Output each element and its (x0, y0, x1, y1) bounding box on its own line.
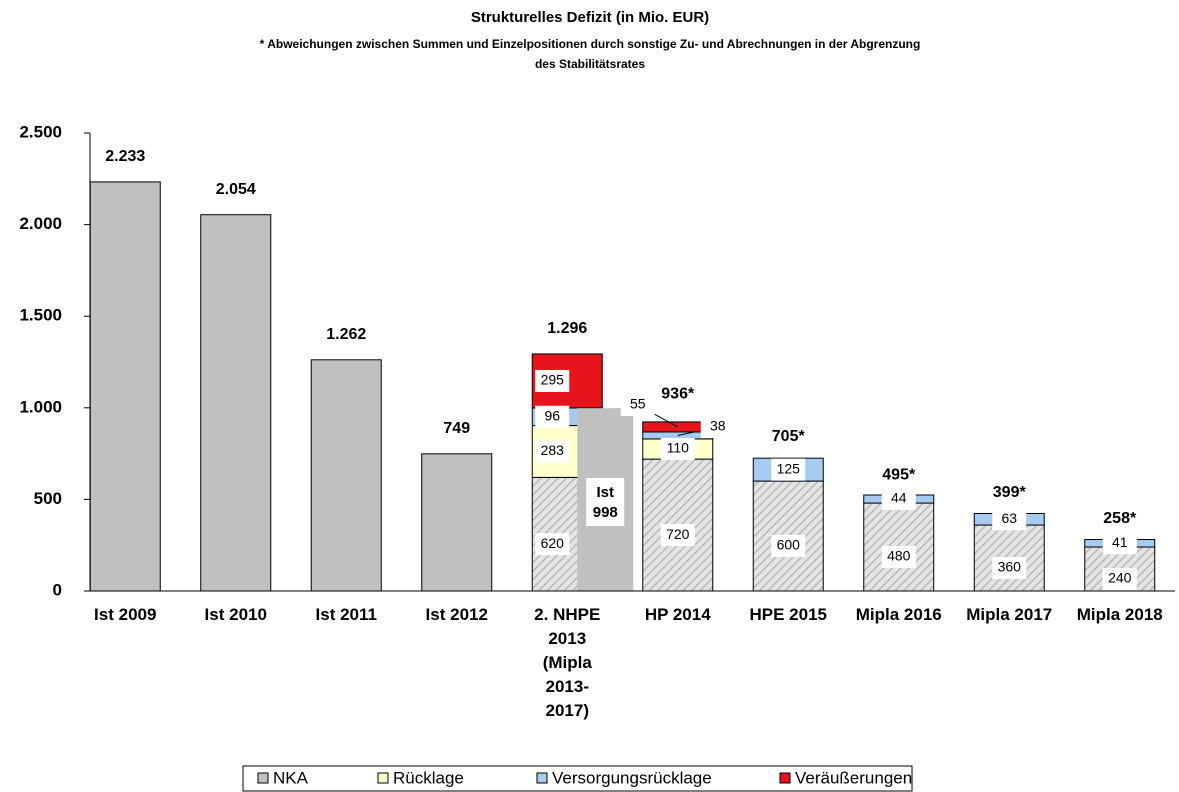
total-label: 705* (772, 428, 806, 445)
chart-subtitle: des Stabilitätsrates (535, 57, 645, 71)
label-box (881, 488, 916, 511)
data-label: 240 (1108, 570, 1132, 586)
legend-swatch (536, 772, 548, 784)
y-tick-label: 0 (53, 580, 62, 599)
bar-segment (89, 181, 161, 592)
total-label: 749 (443, 420, 470, 437)
legend-label: Versorgungsrücklage (552, 768, 712, 787)
legend-label: NKA (273, 768, 309, 787)
data-label: 720 (666, 526, 690, 542)
legend-swatch (779, 772, 791, 784)
data-label: 55 (630, 396, 646, 412)
chart-subtitle: * Abweichungen zwischen Summen und Einze… (260, 37, 921, 51)
label-box (586, 478, 625, 526)
label-box (535, 440, 570, 463)
y-tick-label: 500 (34, 489, 62, 508)
bar-segment (421, 453, 493, 592)
x-tick-label: HP 2014 (644, 605, 711, 624)
data-label: 110 (667, 440, 690, 456)
x-tick-label: Ist 2012 (425, 605, 488, 624)
total-label: 936* (661, 386, 695, 403)
label-box (620, 394, 655, 417)
data-label: 38 (710, 418, 726, 434)
overlay-label: Ist (596, 484, 614, 501)
total-label: 495* (882, 467, 916, 484)
total-label: 2.054 (216, 181, 256, 198)
total-label: 258* (1103, 510, 1137, 527)
y-tick-label: 1.500 (19, 306, 62, 325)
label-box (700, 416, 735, 439)
data-label: 295 (541, 372, 565, 388)
label-box (881, 546, 916, 569)
data-label: 620 (541, 535, 565, 551)
x-tick-label: Mipla 2017 (966, 605, 1053, 624)
legend-label: Veräußerungen (795, 768, 912, 787)
label-box (1102, 568, 1137, 591)
label-box (660, 524, 695, 547)
x-tick-label: Mipla 2018 (1076, 605, 1163, 624)
x-tick-label: Ist 2011 (315, 605, 377, 624)
data-label: 480 (887, 548, 911, 564)
total-label: 399* (993, 484, 1027, 501)
label-box (535, 405, 570, 428)
y-tick-label: 2.000 (19, 214, 62, 233)
legend-label: Rücklage (393, 768, 464, 787)
chart-title: Strukturelles Defizit (in Mio. EUR) (471, 9, 709, 26)
label-box (992, 557, 1027, 580)
label-box (992, 508, 1027, 531)
legend-swatch (377, 772, 389, 784)
x-tick-label: Ist 2009 (94, 605, 157, 624)
data-label: 283 (541, 442, 565, 458)
data-label: 63 (1001, 510, 1017, 526)
label-box (535, 533, 570, 556)
total-label: 2.233 (105, 148, 145, 165)
legend-box (242, 765, 913, 792)
data-label: 96 (544, 407, 560, 423)
data-label: 125 (777, 460, 801, 476)
data-label: 44 (891, 490, 907, 506)
label-box (771, 535, 806, 558)
y-tick-label: 2.500 (19, 122, 62, 141)
data-label: 600 (777, 537, 801, 553)
overlay-value: 998 (593, 504, 618, 521)
x-tick-label: 2. NHPE 2013 (Mipla 2013-2017) (534, 605, 601, 720)
x-tick-label: HPE 2015 (749, 605, 828, 624)
total-label: 1.296 (547, 320, 587, 337)
x-tick-label: Mipla 2016 (855, 605, 942, 624)
x-tick-label: Ist 2010 (204, 605, 267, 624)
label-box (535, 369, 570, 392)
bar-segment (200, 214, 272, 592)
total-label: 1.262 (326, 326, 366, 343)
data-label: 360 (998, 559, 1022, 575)
label-box (660, 438, 695, 461)
label-box (1102, 532, 1137, 555)
label-box (771, 458, 806, 481)
data-label: 41 (1112, 534, 1128, 550)
bar-segment (310, 359, 382, 592)
legend-swatch (257, 772, 269, 784)
y-tick-label: 1.000 (19, 397, 62, 416)
